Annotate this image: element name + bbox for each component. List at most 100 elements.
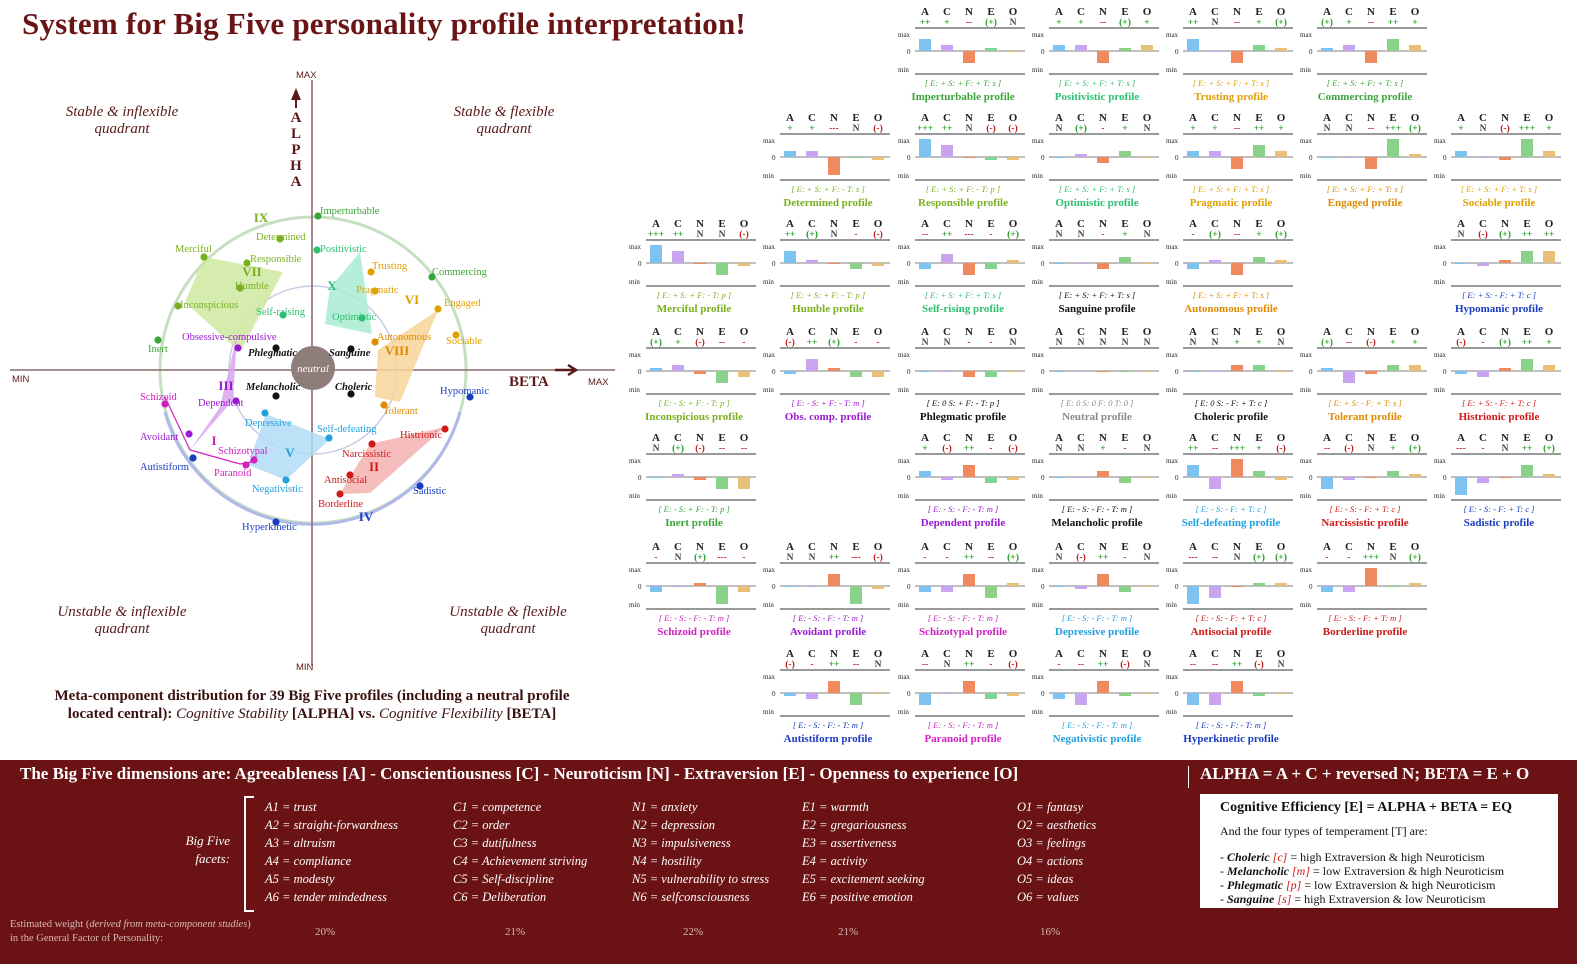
dim-sign: N [853,124,860,134]
region-viii [375,310,438,402]
profile-chart-svg: A++ C(+) NN E- O(-) max 0 min [ E: + S: + F: - T… [763,218,890,315]
dim-letter: O [1411,432,1420,444]
dim-letter: N [696,432,704,444]
max-label: max [763,673,776,681]
profile-chart: A ++ C -- N +++ E + O (-) max 0 min [ E: - S: - F: + … [1165,430,1297,532]
svg-text:quadrant: quadrant [94,621,150,637]
dim-sign: -- [966,18,972,28]
profile-bar [806,151,818,157]
max-label: max [1300,351,1313,359]
svg-text:quadrant: quadrant [480,621,536,637]
profile-name: Responsible profile [918,197,1008,209]
dim-letter: C [1077,648,1085,660]
region-numeral: III [218,378,233,393]
dim-sign: - [923,553,926,563]
dim-letter: E [1389,541,1396,553]
dim-letter: E [987,112,994,124]
facet-item: E2 = gregariousness [802,818,907,832]
profile-bar [738,477,750,489]
dim-sign: ++ [1098,553,1109,563]
dim-sign: (+) [1253,552,1265,563]
beta-arrow [555,363,579,377]
temperament-line: - Choleric [c] = high Extraversion & hig… [1220,850,1485,864]
dim-sign: N [875,660,882,670]
profile-chart: A + C N N (-) E +++ O + max 0 min[ E: + S: + F: + T:… [1433,110,1565,212]
min-label: min [1300,172,1311,180]
profile-temperament-code: [ E: - S: - F: - T: m ] [659,613,730,623]
profile-name: Paranoid profile [924,733,1001,745]
dim-sign: (+) [1209,229,1221,240]
point-self-raising: Self-raising [256,307,306,319]
max-label: max [1032,673,1045,681]
point-self-defeating: Self-defeating [317,424,377,442]
profile-bar [1521,139,1533,157]
dim-letter: N [965,112,973,124]
facet-item: O3 = feelings [1017,836,1086,850]
region-numeral: II [369,459,379,474]
region-numeral: IV [359,509,374,524]
dim-sign: +++ [917,124,933,134]
zero-label: 0 [772,690,776,698]
dim-sign: N [1056,230,1063,240]
dim-letter: A [1055,6,1063,18]
profile-temperament-code: [ E: + S: + F: + T: s ] [1327,78,1403,88]
max-label: max [1166,31,1179,39]
dim-sign: --- [829,124,839,134]
dim-letter: C [1479,432,1487,444]
dim-sign: (-) [785,337,795,348]
dim-sign: N [1480,124,1487,134]
max-label: max [898,243,911,251]
dim-sign: + [1412,338,1417,348]
profile-chart: A - C (+) N -- E + O (+) max 0 min[ E: + S: + F: + T… [1165,216,1297,318]
profile-bar [1141,477,1153,478]
min-label: min [898,492,909,500]
dim-sign: N [1056,553,1063,563]
dim-sign: - [1481,444,1484,454]
region-numeral: VII [242,264,262,279]
region-numeral: X [327,278,337,293]
max-label: max [898,31,911,39]
profile-bar [1321,157,1333,158]
dim-sign: ++ [1232,660,1243,670]
zero-label: 0 [1309,583,1313,591]
svg-text:Paranoid: Paranoid [214,468,252,479]
profile-bar [1231,459,1243,477]
dim-sign: + [1256,230,1261,240]
profile-name: Obs. comp. profile [785,411,872,423]
max-label: max [1032,457,1045,465]
dim-letter: E [1121,218,1128,230]
profile-bar [694,583,706,586]
dim-sign: -- [1368,124,1374,134]
svg-text:Narcissistic: Narcissistic [342,449,391,460]
svg-text:Merciful: Merciful [175,244,212,255]
max-label: max [1434,351,1447,359]
profile-bar [1097,574,1109,586]
profile-bar [1141,263,1153,264]
facet-item: E1 = warmth [802,800,869,814]
dim-letter: O [740,326,749,338]
dim-letter: A [652,218,660,230]
dim-sign: ++ [964,660,975,670]
dim-letter: A [1457,326,1465,338]
dim-letter: E [987,432,994,444]
profile-bar [985,693,997,699]
region-ii [340,427,445,494]
dim-letter: C [1345,6,1353,18]
facet-column: O1 = fantasy O2 = aesthetics O3 = feelings… [1017,798,1096,906]
profile-bar [694,371,706,374]
facet-item: C1 = competence [453,800,542,814]
dim-letter: E [987,326,994,338]
dim-sign: + [1412,18,1417,28]
profile-chart: A (-) C ++ N (+) E - O - max 0 min[ E: - S: + F: - T… [762,324,894,426]
min-label: min [1032,386,1043,394]
region-iii [190,335,237,450]
dim-sign: N [1078,444,1085,454]
dim-letter: O [1143,432,1152,444]
